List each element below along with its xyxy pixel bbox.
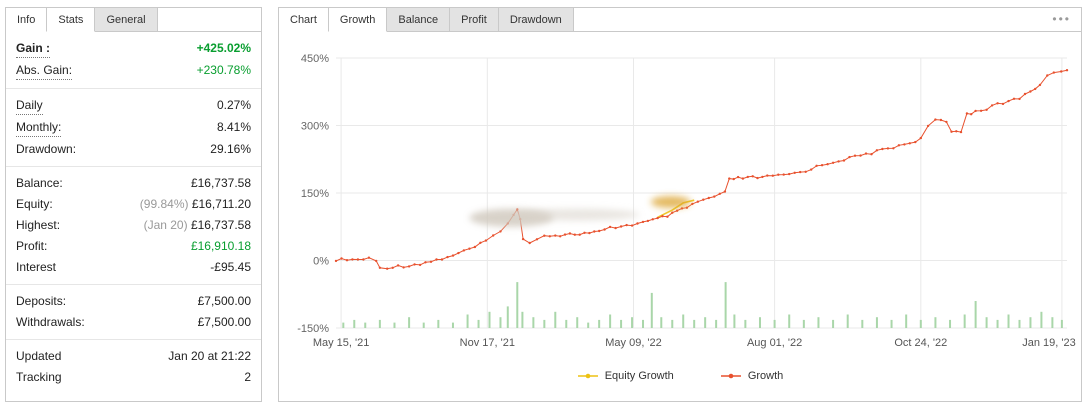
- stat-row-tracking: Tracking 2: [6, 367, 261, 388]
- blur-smudge: [650, 196, 691, 208]
- stat-label-drawdown: Drawdown:: [16, 142, 77, 156]
- y-axis-label: 150%: [301, 188, 329, 200]
- legend-label: Equity Growth: [604, 370, 674, 382]
- tab-info[interactable]: Info: [6, 8, 48, 32]
- stat-value-prefix: (99.84%): [139, 197, 192, 211]
- more-menu-icon[interactable]: •••: [1052, 12, 1071, 26]
- stat-label-interest: Interest: [16, 260, 57, 274]
- chart-tab-growth[interactable]: Growth: [328, 8, 388, 32]
- stat-value-withdrawals: £7,500.00: [197, 315, 251, 329]
- stat-value-balance: £16,737.58: [190, 176, 251, 190]
- stat-label-profit: Profit:: [16, 239, 48, 253]
- y-axis-label: 450%: [301, 53, 329, 65]
- stat-value-deposits: £7,500.00: [197, 294, 251, 308]
- x-axis-label: May 15, '21: [313, 337, 370, 349]
- y-axis-label: 300%: [301, 121, 329, 133]
- stat-label-abs-gain[interactable]: Abs. Gain:: [16, 62, 73, 80]
- stat-value-daily: 0.27%: [216, 98, 251, 112]
- stat-row-gain: Gain : +425.02%: [6, 38, 261, 60]
- y-axis-label: 0%: [313, 256, 329, 268]
- growth-marker-icon: [720, 373, 741, 379]
- tab-stats[interactable]: Stats: [47, 8, 96, 32]
- chart-tab-profit[interactable]: Profit: [450, 8, 499, 32]
- stats-group-0: Gain : +425.02% Abs. Gain: +230.78%: [6, 32, 261, 89]
- stat-value-highest: (Jan 20) £16,737.58: [143, 218, 251, 232]
- stat-value-equity: (99.84%) £16,711.20: [139, 197, 251, 211]
- stat-row-highest: Highest: (Jan 20) £16,737.58: [6, 215, 261, 236]
- chart-legend: Equity Growth Growth: [279, 370, 1081, 382]
- stat-row-balance: Balance: £16,737.58: [6, 173, 261, 194]
- stat-value-abs-gain: +230.78%: [196, 63, 251, 77]
- stat-row-interest: Interest -£95.45: [6, 257, 261, 278]
- stat-row-abs-gain: Abs. Gain: +230.78%: [6, 60, 261, 82]
- stats-panel: Info Stats General Gain : +425.02% Abs. Gain…: [5, 7, 262, 402]
- stats-group-3: Deposits: £7,500.00 Withdrawals: £7,500.00: [6, 285, 261, 340]
- chart-tab-balance[interactable]: Balance: [387, 8, 451, 32]
- stat-label-tracking: Tracking: [16, 370, 62, 384]
- stat-label-updated: Updated: [16, 349, 62, 363]
- stat-row-updated: Updated Jan 20 at 21:22: [6, 346, 261, 367]
- stat-row-equity: Equity: (99.84%) £16,711.20: [6, 194, 261, 215]
- stats-group-1: Daily 0.27% Monthly: 8.41% Drawdown: 29.16%: [6, 89, 261, 167]
- growth-chart[interactable]: 450% 300% 150% 0% -150% May 15, '21 Nov 17, '2…: [279, 36, 1081, 370]
- legend-item-equity-growth[interactable]: Equity Growth: [577, 370, 674, 382]
- y-axis-label: -150%: [297, 323, 329, 335]
- stat-row-deposits: Deposits: £7,500.00: [6, 291, 261, 312]
- legend-item-growth[interactable]: Growth: [720, 370, 783, 382]
- tab-filler: [157, 8, 261, 32]
- stat-value-drawdown: 29.16%: [210, 142, 251, 156]
- stat-value-gain: +425.02%: [196, 41, 251, 55]
- gridlines: 450% 300% 150% 0% -150% May 15, '21 Nov 17, '2…: [297, 53, 1076, 349]
- chart-tab-filler: [573, 8, 1081, 32]
- stat-label-equity: Equity:: [16, 197, 53, 211]
- stat-row-drawdown: Drawdown: 29.16%: [6, 139, 261, 160]
- stat-label-daily[interactable]: Daily: [16, 97, 43, 115]
- stat-value-profit: £16,910.18: [190, 239, 251, 253]
- stat-label-withdrawals: Withdrawals:: [16, 315, 85, 329]
- growth-line: [335, 69, 1068, 270]
- growth-line-markers: [334, 69, 1069, 270]
- chart-body: 450% 300% 150% 0% -150% May 15, '21 Nov 17, '2…: [279, 32, 1081, 382]
- stat-row-monthly: Monthly: 8.41%: [6, 117, 261, 139]
- stat-row-withdrawals: Withdrawals: £7,500.00: [6, 312, 261, 333]
- stat-value-updated: Jan 20 at 21:22: [168, 349, 251, 363]
- legend-label: Growth: [747, 370, 784, 382]
- x-axis-label: Oct 24, '22: [894, 337, 947, 349]
- stat-value-prefix: (Jan 20): [143, 218, 191, 232]
- stat-label-gain[interactable]: Gain :: [16, 40, 51, 58]
- stat-label-monthly[interactable]: Monthly:: [16, 119, 62, 137]
- stats-tabs: Info Stats General: [6, 8, 261, 32]
- chart-panel: Chart Growth Balance Profit Drawdown ••• 450%…: [278, 7, 1082, 402]
- stat-label-highest: Highest:: [16, 218, 61, 232]
- stat-value-interest: -£95.45: [210, 260, 251, 274]
- chart-tab-drawdown[interactable]: Drawdown: [498, 8, 574, 32]
- equity-growth-marker-icon: [577, 373, 598, 379]
- blur-smudge: [515, 208, 640, 221]
- stat-row-daily: Daily 0.27%: [6, 95, 261, 117]
- activity-bars: [342, 282, 1063, 328]
- chart-tab-chart[interactable]: Chart: [279, 8, 329, 32]
- stats-group-2: Balance: £16,737.58 Equity: (99.84%) £16,71…: [6, 167, 261, 285]
- tab-general[interactable]: General: [95, 8, 158, 32]
- stat-label-deposits: Deposits:: [16, 294, 67, 308]
- stats-rows: Gain : +425.02% Abs. Gain: +230.78% Daily 0.2…: [6, 32, 261, 394]
- chart-tabs: Chart Growth Balance Profit Drawdown •••: [279, 8, 1081, 32]
- x-axis-label: May 09, '22: [605, 337, 662, 349]
- x-axis-label: Jan 19, '23: [1022, 337, 1075, 349]
- stat-value-tracking: 2: [244, 370, 251, 384]
- stats-group-4: Updated Jan 20 at 21:22 Tracking 2: [6, 340, 261, 394]
- stat-value-monthly: 8.41%: [216, 120, 251, 134]
- stat-label-balance: Balance:: [16, 176, 63, 190]
- x-axis-label: Nov 17, '21: [460, 337, 515, 349]
- x-axis-label: Aug 01, '22: [747, 337, 802, 349]
- stat-row-profit: Profit: £16,910.18: [6, 236, 261, 257]
